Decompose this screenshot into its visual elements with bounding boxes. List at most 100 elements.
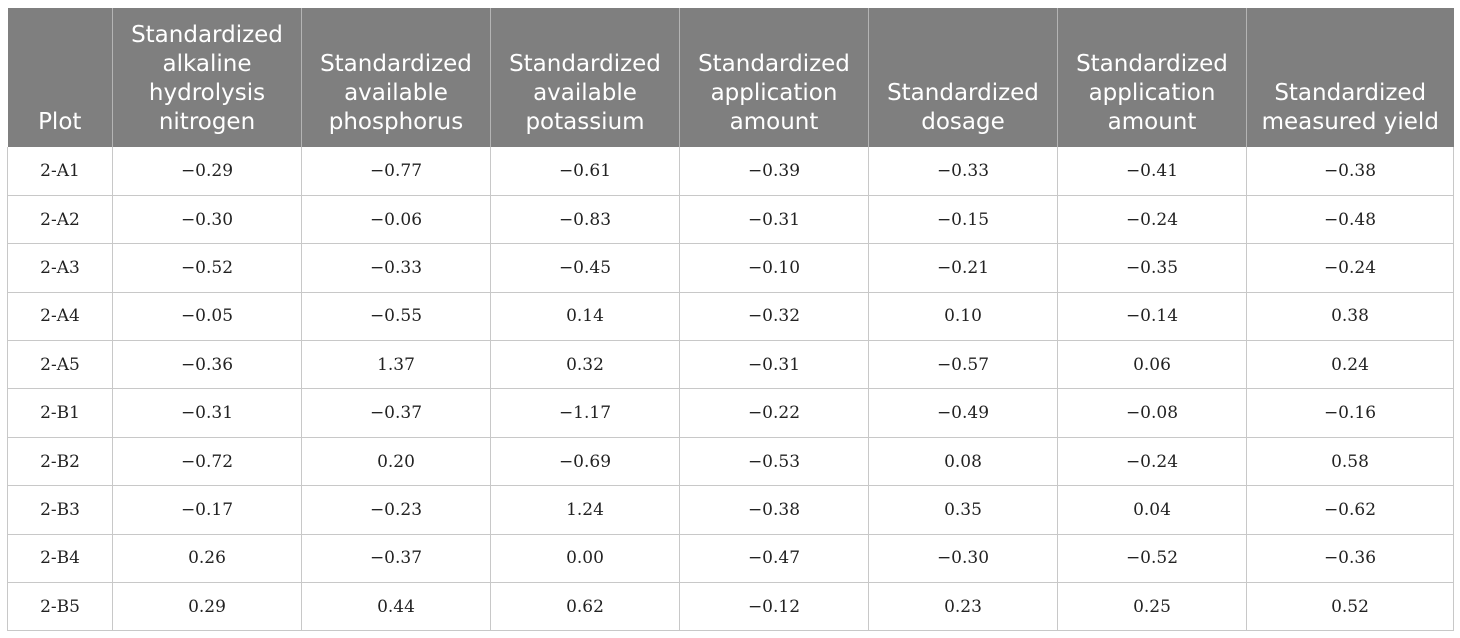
table-row: 2-A2 −0.30 −0.06 −0.83 −0.31 −0.15 −0.24 −0.48 [7, 195, 1454, 245]
cell-plot: 2-B5 [7, 582, 113, 632]
cell-application-amount-2: 0.25 [1057, 582, 1247, 632]
cell-measured-yield: −0.38 [1246, 147, 1454, 196]
cell-measured-yield: −0.62 [1246, 485, 1454, 535]
cell-alkaline-hydrolysis-nitrogen: −0.29 [112, 147, 302, 196]
cell-plot: 2-A4 [7, 292, 113, 342]
cell-application-amount-2: −0.52 [1057, 534, 1247, 584]
table-row: 2-A5 −0.36 1.37 0.32 −0.31 −0.57 0.06 0.24 [7, 340, 1454, 390]
cell-available-potassium: 0.00 [490, 534, 680, 584]
cell-application-amount: −0.31 [679, 340, 869, 390]
cell-available-potassium: 0.32 [490, 340, 680, 390]
table-row: 2-A3 −0.52 −0.33 −0.45 −0.10 −0.21 −0.35 −0.24 [7, 243, 1454, 293]
cell-dosage: −0.15 [868, 195, 1058, 245]
cell-available-phosphorus: 1.37 [301, 340, 491, 390]
column-header-alkaline-hydrolysis-nitrogen: Standardized alkaline hydrolysis nitroge… [112, 8, 302, 147]
cell-application-amount: −0.38 [679, 485, 869, 535]
cell-application-amount: −0.47 [679, 534, 869, 584]
cell-measured-yield: 0.38 [1246, 292, 1454, 342]
standardized-data-table: Plot Standardized alkaline hydrolysis ni… [7, 8, 1454, 632]
table-row: 2-B2 −0.72 0.20 −0.69 −0.53 0.08 −0.24 0.58 [7, 437, 1454, 487]
cell-available-potassium: 1.24 [490, 485, 680, 535]
cell-application-amount-2: 0.04 [1057, 485, 1247, 535]
cell-application-amount-2: 0.06 [1057, 340, 1247, 390]
table-row: 2-A4 −0.05 −0.55 0.14 −0.32 0.10 −0.14 0.38 [7, 292, 1454, 342]
cell-available-phosphorus: −0.37 [301, 388, 491, 438]
table-row: 2-B4 0.26 −0.37 0.00 −0.47 −0.30 −0.52 −0.36 [7, 534, 1454, 584]
cell-alkaline-hydrolysis-nitrogen: 0.29 [112, 582, 302, 632]
cell-alkaline-hydrolysis-nitrogen: −0.30 [112, 195, 302, 245]
cell-available-potassium: −0.83 [490, 195, 680, 245]
cell-application-amount: −0.12 [679, 582, 869, 632]
cell-application-amount-2: −0.35 [1057, 243, 1247, 293]
cell-application-amount: −0.22 [679, 388, 869, 438]
cell-available-phosphorus: −0.06 [301, 195, 491, 245]
cell-plot: 2-A1 [7, 147, 113, 196]
cell-plot: 2-A2 [7, 195, 113, 245]
table-header: Plot Standardized alkaline hydrolysis ni… [7, 8, 1454, 147]
cell-measured-yield: −0.36 [1246, 534, 1454, 584]
header-row: Plot Standardized alkaline hydrolysis ni… [7, 8, 1454, 147]
cell-available-potassium: −0.61 [490, 147, 680, 196]
cell-alkaline-hydrolysis-nitrogen: −0.31 [112, 388, 302, 438]
cell-alkaline-hydrolysis-nitrogen: −0.05 [112, 292, 302, 342]
table-body: 2-A1 −0.29 −0.77 −0.61 −0.39 −0.33 −0.41 −0.38 2… [7, 147, 1454, 632]
cell-plot: 2-B4 [7, 534, 113, 584]
cell-application-amount: −0.10 [679, 243, 869, 293]
cell-application-amount-2: −0.24 [1057, 437, 1247, 487]
cell-alkaline-hydrolysis-nitrogen: −0.52 [112, 243, 302, 293]
cell-available-phosphorus: 0.44 [301, 582, 491, 632]
cell-application-amount-2: −0.14 [1057, 292, 1247, 342]
cell-dosage: −0.30 [868, 534, 1058, 584]
cell-dosage: −0.57 [868, 340, 1058, 390]
cell-dosage: 0.08 [868, 437, 1058, 487]
cell-available-phosphorus: −0.77 [301, 147, 491, 196]
cell-alkaline-hydrolysis-nitrogen: −0.17 [112, 485, 302, 535]
cell-application-amount: −0.32 [679, 292, 869, 342]
cell-measured-yield: 0.58 [1246, 437, 1454, 487]
cell-alkaline-hydrolysis-nitrogen: −0.36 [112, 340, 302, 390]
column-header-plot: Plot [7, 8, 113, 147]
column-header-measured-yield: Standardized measured yield [1246, 8, 1454, 147]
table-row: 2-B3 −0.17 −0.23 1.24 −0.38 0.35 0.04 −0.62 [7, 485, 1454, 535]
cell-application-amount: −0.53 [679, 437, 869, 487]
cell-available-phosphorus: −0.55 [301, 292, 491, 342]
cell-dosage: 0.10 [868, 292, 1058, 342]
cell-alkaline-hydrolysis-nitrogen: −0.72 [112, 437, 302, 487]
cell-application-amount: −0.39 [679, 147, 869, 196]
cell-application-amount-2: −0.24 [1057, 195, 1247, 245]
cell-dosage: −0.21 [868, 243, 1058, 293]
cell-available-phosphorus: −0.23 [301, 485, 491, 535]
table-row: 2-B5 0.29 0.44 0.62 −0.12 0.23 0.25 0.52 [7, 582, 1454, 632]
table-row: 2-B1 −0.31 −0.37 −1.17 −0.22 −0.49 −0.08 −0.16 [7, 388, 1454, 438]
cell-available-phosphorus: −0.37 [301, 534, 491, 584]
cell-measured-yield: −0.24 [1246, 243, 1454, 293]
cell-measured-yield: 0.24 [1246, 340, 1454, 390]
column-header-dosage: Standardized dosage [868, 8, 1058, 147]
cell-measured-yield: −0.16 [1246, 388, 1454, 438]
column-header-available-potassium: Standardized available potassium [490, 8, 680, 147]
cell-measured-yield: 0.52 [1246, 582, 1454, 632]
cell-application-amount-2: −0.08 [1057, 388, 1247, 438]
cell-application-amount: −0.31 [679, 195, 869, 245]
cell-available-phosphorus: 0.20 [301, 437, 491, 487]
cell-available-potassium: −1.17 [490, 388, 680, 438]
cell-dosage: −0.33 [868, 147, 1058, 196]
column-header-application-amount: Standardized application amount [679, 8, 869, 147]
column-header-available-phosphorus: Standardized available phosphorus [301, 8, 491, 147]
cell-plot: 2-A5 [7, 340, 113, 390]
cell-measured-yield: −0.48 [1246, 195, 1454, 245]
cell-dosage: −0.49 [868, 388, 1058, 438]
cell-plot: 2-B1 [7, 388, 113, 438]
cell-available-potassium: 0.14 [490, 292, 680, 342]
table-row: 2-A1 −0.29 −0.77 −0.61 −0.39 −0.33 −0.41 −0.38 [7, 147, 1454, 196]
cell-plot: 2-B3 [7, 485, 113, 535]
column-header-application-amount-2: Standardized application amount [1057, 8, 1247, 147]
cell-available-potassium: −0.45 [490, 243, 680, 293]
cell-available-potassium: 0.62 [490, 582, 680, 632]
cell-alkaline-hydrolysis-nitrogen: 0.26 [112, 534, 302, 584]
cell-dosage: 0.23 [868, 582, 1058, 632]
cell-plot: 2-A3 [7, 243, 113, 293]
cell-application-amount-2: −0.41 [1057, 147, 1247, 196]
cell-available-phosphorus: −0.33 [301, 243, 491, 293]
cell-available-potassium: −0.69 [490, 437, 680, 487]
